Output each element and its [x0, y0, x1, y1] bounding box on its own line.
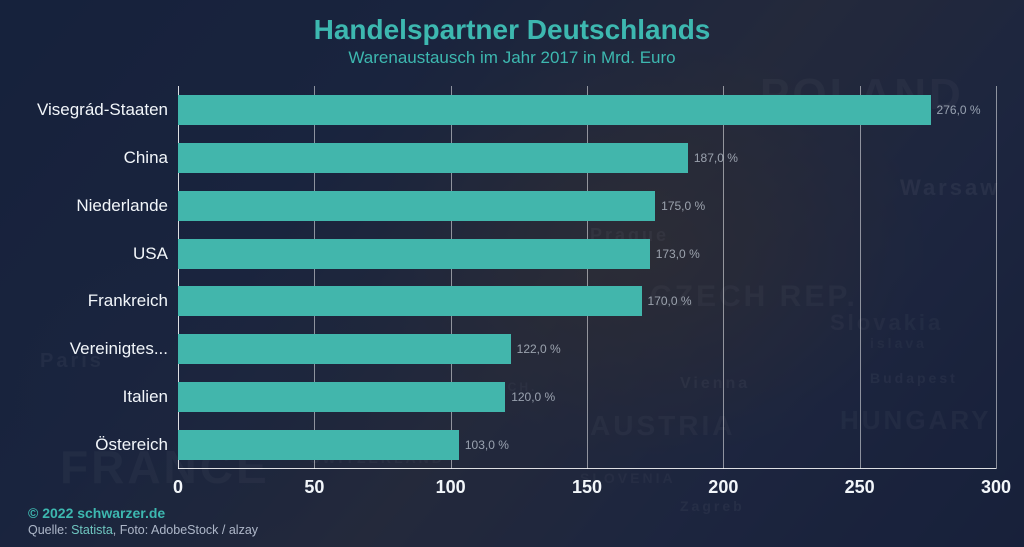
- x-axis: 050100150200250300: [178, 477, 996, 503]
- y-axis-label: Visegrád-Staaten: [28, 100, 168, 120]
- y-axis-label: Vereinigtes...: [28, 339, 168, 359]
- y-axis-labels: Visegrád-Staaten China Niederlande USA Frank…: [28, 86, 178, 469]
- chart-title: Handelspartner Deutschlands: [28, 14, 996, 46]
- source-line: Quelle: Statista, Foto: AdobeStock / alz…: [28, 523, 996, 537]
- bar: 122,0 %: [178, 334, 511, 364]
- source-sep: ,: [113, 523, 120, 537]
- bar-row: 276,0 %: [178, 95, 996, 125]
- source-name: Statista: [71, 523, 113, 537]
- photo-prefix: Foto:: [120, 523, 151, 537]
- source-prefix: Quelle:: [28, 523, 71, 537]
- bar: 276,0 %: [178, 95, 931, 125]
- bar-value-label: 173,0 %: [656, 247, 700, 261]
- bar-row: 170,0 %: [178, 286, 996, 316]
- chart-subtitle: Warenaustausch im Jahr 2017 in Mrd. Euro: [28, 48, 996, 68]
- bar-row: 103,0 %: [178, 430, 996, 460]
- bar-row: 122,0 %: [178, 334, 996, 364]
- photo-credit: AdobeStock / alzay: [151, 523, 258, 537]
- bars: 276,0 % 187,0 % 175,0 % 173,0 % 170,0 % 122,0…: [178, 86, 996, 469]
- plot-area: Visegrád-Staaten China Niederlande USA Frank…: [28, 86, 996, 469]
- bar-value-label: 103,0 %: [465, 438, 509, 452]
- y-axis-label: Niederlande: [28, 196, 168, 216]
- bar-row: 187,0 %: [178, 143, 996, 173]
- bar-value-label: 122,0 %: [517, 342, 561, 356]
- x-axis-tick: 100: [436, 477, 466, 498]
- x-axis-tick: 150: [572, 477, 602, 498]
- y-axis-label: Östereich: [28, 435, 168, 455]
- bar-value-label: 170,0 %: [648, 294, 692, 308]
- bar-value-label: 120,0 %: [511, 390, 555, 404]
- bar: 103,0 %: [178, 430, 459, 460]
- bars-area: 276,0 % 187,0 % 175,0 % 173,0 % 170,0 % 122,0…: [178, 86, 996, 469]
- x-axis-tick: 200: [708, 477, 738, 498]
- y-axis-label: China: [28, 148, 168, 168]
- y-axis-label: USA: [28, 244, 168, 264]
- bar-row: 175,0 %: [178, 191, 996, 221]
- bar-value-label: 276,0 %: [937, 103, 981, 117]
- x-axis-tick: 250: [845, 477, 875, 498]
- bar: 187,0 %: [178, 143, 688, 173]
- bar-value-label: 187,0 %: [694, 151, 738, 165]
- y-axis-label: Italien: [28, 387, 168, 407]
- bar: 175,0 %: [178, 191, 655, 221]
- x-axis-tick: 50: [304, 477, 324, 498]
- bar: 173,0 %: [178, 239, 650, 269]
- copyright-text: © 2022 schwarzer.de: [28, 505, 996, 521]
- gridline: [996, 86, 997, 469]
- chart-container: Handelspartner Deutschlands Warenaustaus…: [0, 0, 1024, 547]
- bar-row: 173,0 %: [178, 239, 996, 269]
- bar-value-label: 175,0 %: [661, 199, 705, 213]
- x-axis-tick: 0: [173, 477, 183, 498]
- bar-row: 120,0 %: [178, 382, 996, 412]
- bar: 120,0 %: [178, 382, 505, 412]
- y-axis-label: Frankreich: [28, 291, 168, 311]
- footer: © 2022 schwarzer.de Quelle: Statista, Fo…: [28, 505, 996, 537]
- x-axis-tick: 300: [981, 477, 1011, 498]
- bar: 170,0 %: [178, 286, 642, 316]
